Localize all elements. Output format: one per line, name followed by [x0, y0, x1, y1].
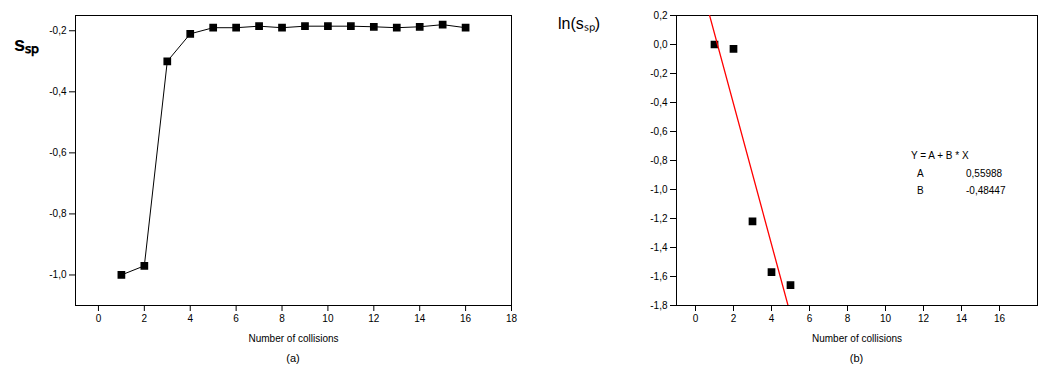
html-text:(b): (b) — [849, 352, 864, 364]
svg-text:2: 2 — [731, 313, 737, 324]
svg-text:-1,2: -1,2 — [650, 213, 668, 224]
svg-text:16: 16 — [460, 313, 472, 324]
svg-text:2: 2 — [142, 313, 148, 324]
html-text:-0,48447: -0,48447 — [966, 185, 1006, 196]
svg-text:8: 8 — [845, 313, 851, 324]
svg-text:-0,2: -0,2 — [650, 68, 668, 79]
svg-text:4: 4 — [769, 313, 775, 324]
svg-text:8: 8 — [279, 313, 285, 324]
svg-text:4: 4 — [187, 313, 193, 324]
svg-text:14: 14 — [414, 313, 426, 324]
svg-text:12: 12 — [368, 313, 380, 324]
svg-text:-1,0: -1,0 — [49, 269, 67, 280]
html-text:sₛₚ: sₛₚ — [14, 33, 40, 55]
svg-text:-0,4: -0,4 — [650, 97, 668, 108]
svg-text:-0,8: -0,8 — [650, 155, 668, 166]
html-text:B: B — [917, 185, 924, 196]
svg-text:14: 14 — [956, 313, 968, 324]
html-text:A: A — [917, 168, 924, 179]
svg-text:-1,6: -1,6 — [650, 271, 668, 282]
svg-text:-0,6: -0,6 — [49, 147, 67, 158]
svg-text:0: 0 — [96, 313, 102, 324]
svg-text:-1,8: -1,8 — [650, 300, 668, 311]
svg-text:Number of collisions: Number of collisions — [812, 333, 902, 344]
html-text:0,55988: 0,55988 — [966, 168, 1003, 179]
html-text:(a): (a) — [286, 352, 300, 364]
svg-text:-0,6: -0,6 — [650, 126, 668, 137]
svg-text:-0,8: -0,8 — [49, 208, 67, 219]
html-text:Y = A + B * X: Y = A + B * X — [911, 150, 969, 161]
svg-text:-0,2: -0,2 — [49, 25, 67, 36]
svg-text:0,0: 0,0 — [654, 39, 668, 50]
svg-text:0: 0 — [693, 313, 699, 324]
svg-text:0,2: 0,2 — [654, 10, 668, 21]
svg-text:-1,4: -1,4 — [650, 242, 668, 253]
svg-text:6: 6 — [807, 313, 813, 324]
html-text:ln(sₛₚ): ln(sₛₚ) — [558, 15, 601, 32]
svg-text:-1,0: -1,0 — [650, 184, 668, 195]
svg-text:10: 10 — [880, 313, 892, 324]
svg-text:12: 12 — [918, 313, 930, 324]
svg-text:6: 6 — [233, 313, 239, 324]
svg-text:16: 16 — [994, 313, 1006, 324]
svg-text:18: 18 — [506, 313, 518, 324]
svg-text:-0,4: -0,4 — [49, 86, 67, 97]
svg-text:Number of collisions: Number of collisions — [248, 333, 338, 344]
svg-text:10: 10 — [322, 313, 334, 324]
